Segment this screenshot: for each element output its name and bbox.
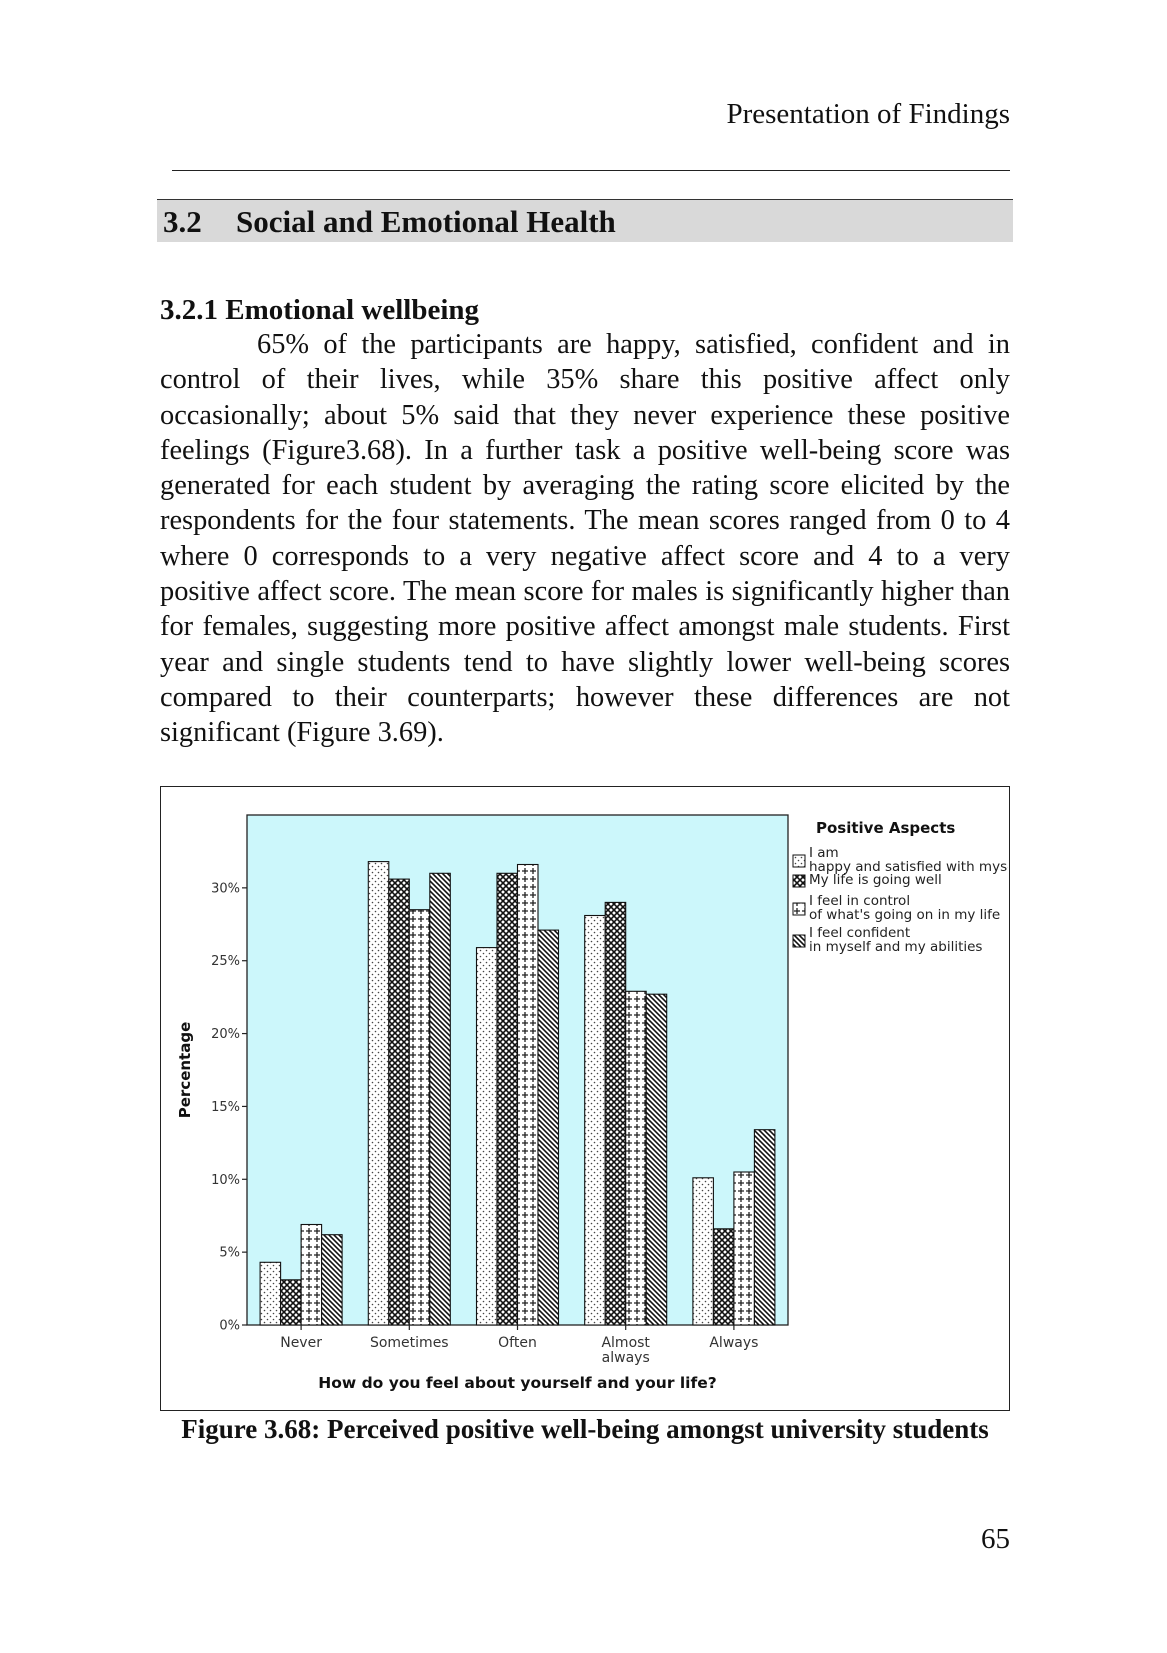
bar-always-series-3 [733,1171,755,1326]
x-tick-label-always: Always [709,1335,758,1351]
subsection-title: 3.2.1 Emotional wellbeing [160,294,480,326]
bar-always-series-1 [692,1177,714,1326]
bar-often-series-2 [496,872,519,1326]
bar-sometimes-series-4 [429,872,451,1326]
bar-never-series-4 [321,1234,343,1326]
bar-often-series-3 [516,863,539,1326]
bar-often-series-1 [475,947,498,1326]
legend-swatch-series-4 [792,934,806,948]
section-number: 3.2 [163,204,202,239]
legend-swatch-series-1 [792,854,806,868]
bar-always-series-4 [753,1129,776,1326]
bar-chart: 0% 5% 10% 15% 20% 25% 30% Percentage Never Someti… [176,814,1008,1392]
x-tick-label-never: Never [280,1335,322,1351]
bar-often-series-4 [537,929,560,1326]
bar-never-series-3 [300,1223,323,1326]
legend-label-series-1: I am happy and satisfied with myself [809,845,1008,875]
section-heading-bar [157,199,1013,242]
page-number: 65 [981,1523,1010,1555]
bar-almost-always-series-4 [645,993,668,1326]
x-tick-label-sometimes: Sometimes [370,1335,449,1351]
x-tick-label-almost-always: Almost always [601,1335,650,1366]
figure-frame: 0% 5% 10% 15% 20% 25% 30% Percentage Never Someti… [160,786,1010,1411]
legend-title: Positive Aspects [816,819,955,837]
section-title: Social and Emotional Health [236,204,616,239]
bar-never-series-2 [280,1279,302,1326]
bar-sometimes-series-3 [408,909,431,1326]
y-tick-label: 15% [211,1100,240,1115]
bar-sometimes-series-1 [367,861,390,1326]
x-tick-label-often: Often [498,1335,537,1351]
bar-sometimes-series-2 [388,878,410,1326]
bar-always-series-2 [712,1228,735,1326]
bar-almost-always-series-1 [584,914,606,1326]
legend-label-series-4: I feel confident in myself and my abiliti… [809,925,982,955]
body-paragraph: 65% of the participants are happy, satis… [160,329,1010,749]
running-head: Presentation of Findings [726,98,1010,130]
legend-swatch-series-2 [792,874,806,888]
y-axis-title: Percentage [176,1022,194,1119]
figure-caption: Figure 3.68: Perceived positive well-bei… [181,1414,989,1444]
legend-label-series-3: I feel in control of what's going on in m… [809,893,1000,923]
y-tick-label: 20% [211,1027,240,1042]
header-rule [172,170,1010,171]
legend-swatch-series-3 [792,902,806,916]
bar-almost-always-series-2 [604,901,627,1326]
y-tick-label: 30% [211,881,240,896]
bar-almost-always-series-3 [625,990,647,1326]
y-tick-label: 0% [219,1319,240,1334]
y-tick-label: 5% [219,1246,240,1261]
y-tick-label: 25% [211,954,240,969]
legend-label-series-2: My life is going well [809,872,942,888]
y-tick-label: 10% [211,1173,240,1188]
x-axis-title: How do you feel about yourself and your … [318,1374,717,1392]
bar-never-series-1 [259,1261,282,1326]
